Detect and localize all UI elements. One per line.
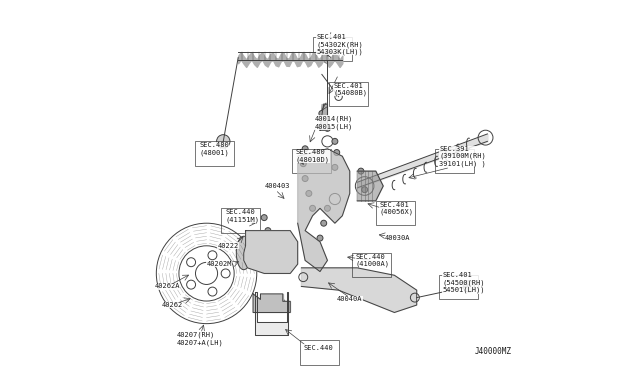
Circle shape bbox=[332, 138, 338, 144]
Text: 40014(RH)
40015(LH): 40014(RH) 40015(LH) bbox=[314, 116, 353, 130]
Text: SEC.401
(54080B): SEC.401 (54080B) bbox=[333, 83, 367, 96]
Circle shape bbox=[261, 215, 267, 221]
Text: 40040A: 40040A bbox=[337, 296, 362, 302]
Polygon shape bbox=[357, 171, 383, 201]
Text: SEC.480
(48010D): SEC.480 (48010D) bbox=[296, 150, 330, 163]
Text: 40202M: 40202M bbox=[207, 261, 232, 267]
Polygon shape bbox=[298, 149, 349, 272]
Circle shape bbox=[362, 187, 367, 193]
Polygon shape bbox=[320, 104, 328, 130]
Text: SEC.401
(54302K(RH)
54303K(LH)): SEC.401 (54302K(RH) 54303K(LH)) bbox=[316, 34, 363, 55]
Text: SEC.440
(41000A): SEC.440 (41000A) bbox=[355, 254, 389, 267]
Circle shape bbox=[334, 150, 340, 155]
Ellipse shape bbox=[236, 236, 251, 270]
Polygon shape bbox=[255, 292, 289, 335]
Circle shape bbox=[332, 164, 338, 170]
Circle shape bbox=[323, 116, 328, 122]
Text: 40262A: 40262A bbox=[154, 283, 180, 289]
Text: 40207(RH)
40207+A(LH): 40207(RH) 40207+A(LH) bbox=[177, 331, 223, 346]
Circle shape bbox=[302, 146, 308, 152]
Text: 40030A: 40030A bbox=[385, 235, 411, 241]
Polygon shape bbox=[244, 231, 298, 273]
Text: 40222: 40222 bbox=[218, 243, 239, 248]
Circle shape bbox=[358, 168, 364, 174]
Text: SEC.401
(40056X): SEC.401 (40056X) bbox=[380, 202, 413, 215]
Circle shape bbox=[216, 135, 230, 148]
Polygon shape bbox=[253, 294, 291, 312]
Text: 40262: 40262 bbox=[162, 302, 183, 308]
Circle shape bbox=[324, 205, 330, 211]
Circle shape bbox=[324, 125, 330, 131]
Circle shape bbox=[265, 228, 271, 234]
Text: SEC.391
(39100M(RH)
39101(LH) ): SEC.391 (39100M(RH) 39101(LH) ) bbox=[439, 146, 486, 167]
Circle shape bbox=[306, 190, 312, 196]
Text: SEC.440: SEC.440 bbox=[303, 345, 333, 351]
Circle shape bbox=[463, 281, 474, 292]
Circle shape bbox=[302, 176, 308, 182]
Circle shape bbox=[310, 205, 316, 211]
Text: SEC.480
(48001): SEC.480 (48001) bbox=[199, 142, 229, 155]
Text: 400403: 400403 bbox=[264, 183, 290, 189]
Polygon shape bbox=[301, 268, 417, 312]
Circle shape bbox=[317, 235, 323, 241]
Text: SEC.401
(54500(RH)
54501(LH)): SEC.401 (54500(RH) 54501(LH)) bbox=[443, 272, 485, 293]
Circle shape bbox=[319, 110, 325, 116]
Text: SEC.440
(41151M): SEC.440 (41151M) bbox=[225, 209, 259, 222]
Circle shape bbox=[321, 220, 326, 226]
Circle shape bbox=[300, 161, 306, 167]
Text: J40000MZ: J40000MZ bbox=[474, 347, 511, 356]
